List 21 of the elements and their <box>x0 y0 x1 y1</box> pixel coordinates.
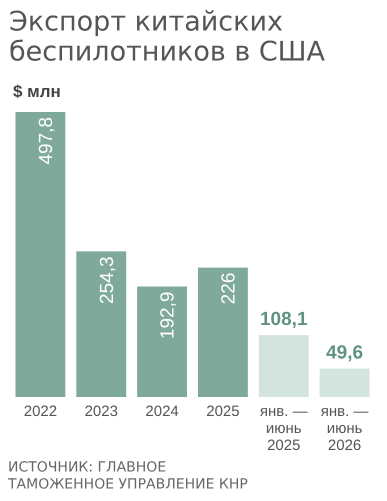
x-tick-label: 2022 <box>24 403 58 420</box>
x-tick-label: янв. — июнь 2025 <box>260 403 308 454</box>
data-label: 192,9 <box>158 292 179 340</box>
chart-title: Экспорт китайских беспилотников в США <box>9 6 326 68</box>
x-tick-label: 2023 <box>84 403 118 420</box>
data-label: 49,6 <box>326 342 364 364</box>
bar <box>15 112 66 397</box>
x-tick-label: 2025 <box>206 403 240 420</box>
data-label: 254,3 <box>96 256 118 304</box>
data-label: 108,1 <box>260 309 308 330</box>
bar <box>320 368 370 397</box>
bar <box>76 251 126 397</box>
x-tick-label: 2024 <box>145 403 179 420</box>
chart-subtitle: $ млн <box>13 82 61 101</box>
x-tick-label: янв. — июнь 2026 <box>320 403 368 454</box>
bar <box>198 268 248 397</box>
bar <box>137 286 188 397</box>
bar <box>258 335 309 397</box>
data-label: 226 <box>218 272 240 304</box>
data-label: 497,8 <box>36 117 57 165</box>
text: ИСТОЧНИК: ГЛАВНОЕ ТАМОЖЕННОЕ УПРАВЛЕНИЕ КНР <box>7 460 248 492</box>
